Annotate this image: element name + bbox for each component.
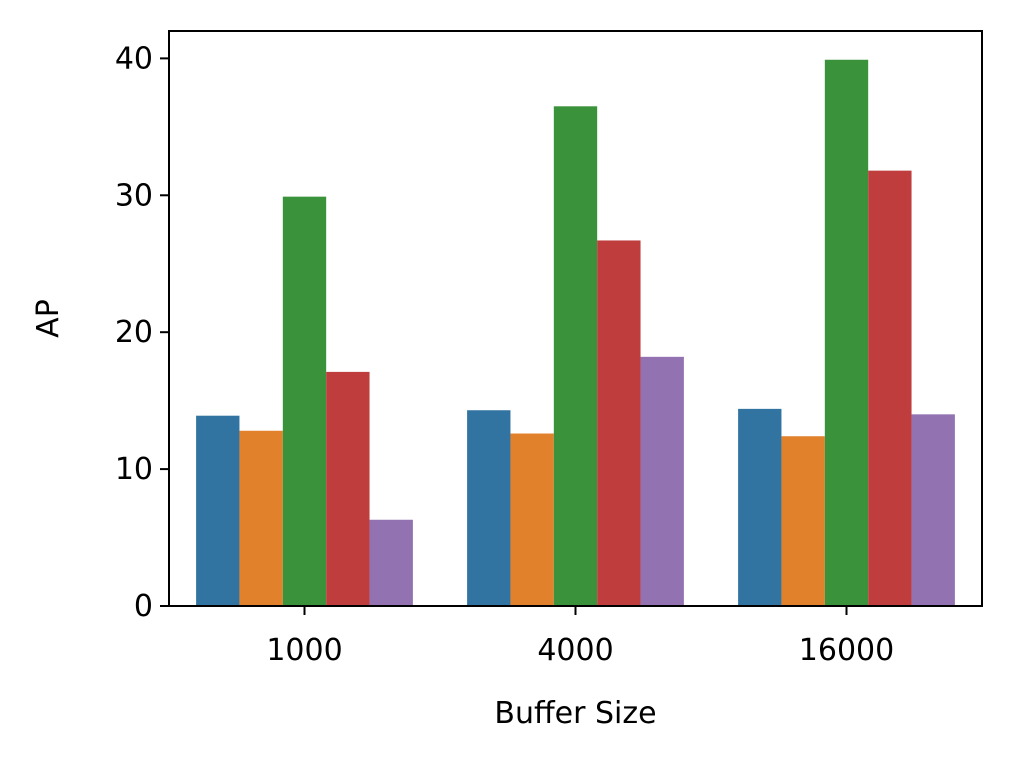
- bar-16000-series-2: [781, 436, 825, 606]
- bar-1000-series-4: [326, 371, 370, 606]
- y-tick-label: 20: [115, 315, 153, 350]
- bar-4000-series-2: [510, 433, 554, 606]
- x-axis-label: Buffer Size: [494, 696, 656, 731]
- x-tick-label: 16000: [799, 633, 894, 668]
- bar-16000-series-1: [738, 408, 782, 606]
- y-tick-label: 10: [115, 452, 153, 487]
- y-tick-label: 40: [115, 41, 153, 76]
- y-axis: 0 10 20 30 40: [115, 41, 169, 624]
- bar-1000-series-5: [369, 519, 413, 606]
- bar-4000-series-3: [553, 106, 598, 607]
- bar-4000-series-5: [640, 356, 684, 606]
- y-tick-label: 0: [134, 589, 153, 624]
- x-axis: 1000 4000 16000: [266, 606, 894, 668]
- y-tick-label: 30: [115, 178, 153, 213]
- x-tick-label: 1000: [266, 633, 342, 668]
- x-tick-label: 4000: [537, 633, 613, 668]
- bar-16000-series-5: [911, 414, 955, 606]
- bars-group: [196, 59, 955, 607]
- bar-1000-series-1: [196, 415, 240, 606]
- bar-1000-series-2: [239, 430, 283, 606]
- bar-4000-series-1: [467, 410, 511, 606]
- y-axis-label: AP: [31, 299, 66, 338]
- bar-16000-series-4: [868, 170, 912, 606]
- bar-4000-series-4: [597, 240, 641, 606]
- bar-1000-series-3: [282, 196, 327, 606]
- bar-16000-series-3: [824, 59, 869, 606]
